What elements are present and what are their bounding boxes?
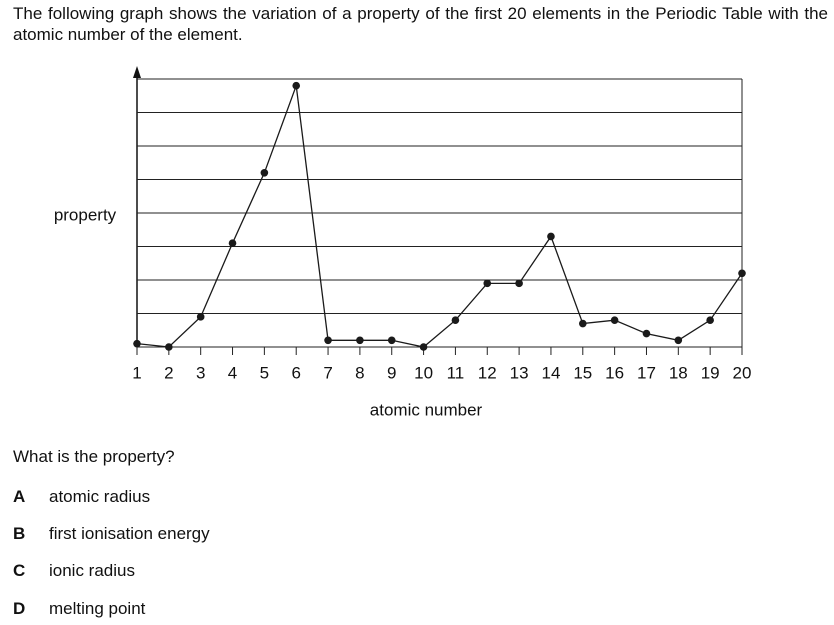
x-tick-label: 19 <box>701 363 720 382</box>
x-tick-label: 17 <box>637 363 656 382</box>
x-tick-label: 10 <box>414 363 433 382</box>
data-point <box>642 329 651 338</box>
data-point <box>387 336 396 345</box>
data-point <box>419 343 428 351</box>
option-letter: D <box>13 599 26 618</box>
data-point <box>515 279 523 288</box>
x-tick-label: 8 <box>355 363 364 382</box>
data-point <box>674 336 683 345</box>
option-text: first ionisation energy <box>49 524 210 543</box>
x-tick-label: 14 <box>541 363 560 382</box>
option-letter: C <box>13 561 26 580</box>
x-tick-label: 5 <box>260 363 269 382</box>
question-prompt: What is the property? <box>13 447 175 466</box>
data-point <box>578 319 587 328</box>
y-axis-label: property <box>54 205 117 224</box>
x-tick-label: 20 <box>733 363 752 382</box>
x-tick-label: 9 <box>387 363 396 382</box>
x-tick-label: 3 <box>196 363 205 382</box>
option-text: atomic radius <box>49 487 151 506</box>
option-text: ionic radius <box>49 561 135 580</box>
option-letter: B <box>13 524 26 543</box>
x-tick-label: 11 <box>447 363 465 382</box>
data-point <box>324 336 332 345</box>
data-point <box>356 336 364 345</box>
x-tick-label: 13 <box>510 363 529 382</box>
x-tick-label: 15 <box>573 363 592 382</box>
option-text: melting point <box>49 599 146 618</box>
x-tick-label: 16 <box>605 363 624 382</box>
data-point <box>165 343 173 351</box>
data-point <box>228 239 237 247</box>
data-point <box>260 169 269 177</box>
data-point <box>483 279 492 288</box>
data-point <box>738 269 746 278</box>
data-line <box>136 85 743 348</box>
data-point <box>706 316 714 325</box>
chart: property atomic number 1 2 3 4 5 6 7 8 9 10 11 12 13… <box>54 66 752 419</box>
x-tick-label: 2 <box>164 363 173 382</box>
x-tick-label: 4 <box>228 363 237 382</box>
data-point <box>547 232 555 241</box>
x-axis-label: atomic number <box>370 400 483 419</box>
data-point <box>196 313 205 321</box>
option-letter: A <box>13 487 26 506</box>
x-tick-label: 1 <box>132 363 141 382</box>
x-tick-label: 18 <box>669 363 688 382</box>
data-point <box>292 81 301 90</box>
data-point <box>451 316 460 325</box>
question-stem: The following graph shows the variation … <box>13 4 828 44</box>
y-axis-arrow <box>133 66 141 78</box>
x-tick-label: 7 <box>323 363 332 382</box>
x-tick-label: 12 <box>478 363 497 382</box>
data-point <box>610 316 619 325</box>
data-point <box>133 339 141 348</box>
x-tick-label: 6 <box>291 363 300 382</box>
